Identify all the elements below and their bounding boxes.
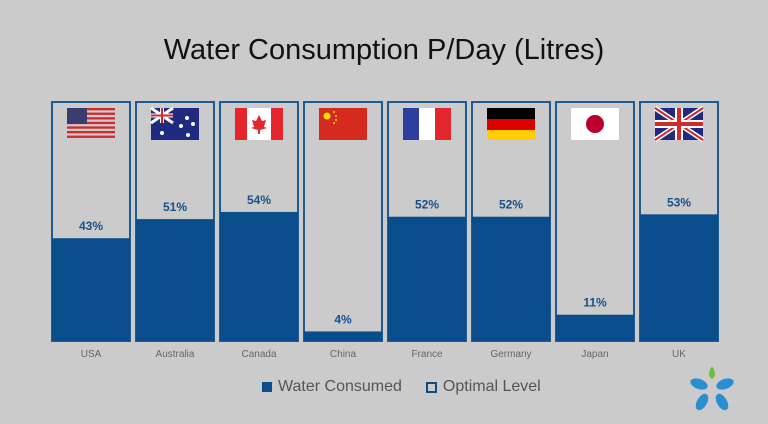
- x-tick-label: China: [330, 349, 357, 360]
- bar-water-consumed: [304, 331, 382, 341]
- cn-flag-icon: [319, 108, 367, 140]
- fr-flag-icon: [403, 108, 451, 140]
- bar-water-consumed: [640, 214, 718, 341]
- x-tick-label: UK: [672, 349, 686, 360]
- x-tick-label: France: [411, 349, 443, 360]
- us-flag-icon: [67, 108, 115, 138]
- x-tick-label: Japan: [581, 349, 608, 360]
- bar-water-consumed: [52, 238, 130, 341]
- jp-flag-icon: [571, 108, 619, 140]
- au-flag-icon: [150, 106, 199, 140]
- data-label: 54%: [247, 193, 271, 207]
- ca-flag-icon: [235, 108, 283, 140]
- bar-water-consumed: [220, 211, 298, 341]
- x-tick-label: Canada: [241, 349, 276, 360]
- bar-water-consumed: [136, 219, 214, 341]
- legend-label-optimal: Optimal Level: [442, 378, 541, 395]
- bar-water-consumed: [556, 314, 634, 341]
- data-label: 52%: [415, 198, 439, 212]
- data-label: 4%: [334, 312, 352, 326]
- x-tick-label: USA: [81, 349, 102, 360]
- data-label: 52%: [499, 198, 523, 212]
- legend: Water Consumed Optimal Level: [262, 378, 541, 396]
- data-label: 43%: [79, 219, 103, 233]
- legend-swatch-consumed: [262, 382, 272, 392]
- x-tick-label: Australia: [156, 349, 195, 360]
- bar-water-consumed: [472, 216, 550, 341]
- water-drop-logo-icon: [690, 366, 734, 411]
- x-tick-label: Germany: [490, 349, 531, 360]
- chart-title: Water Consumption P/Day (Litres): [163, 34, 605, 66]
- bar-water-consumed: [388, 216, 466, 341]
- legend-label-consumed: Water Consumed: [278, 378, 402, 395]
- legend-swatch-optimal: [425, 381, 437, 393]
- de-flag-icon: [487, 108, 535, 140]
- data-label: 53%: [667, 195, 691, 209]
- data-label: 11%: [583, 296, 607, 310]
- data-label: 51%: [163, 200, 187, 214]
- uk-flag-icon: [653, 105, 705, 143]
